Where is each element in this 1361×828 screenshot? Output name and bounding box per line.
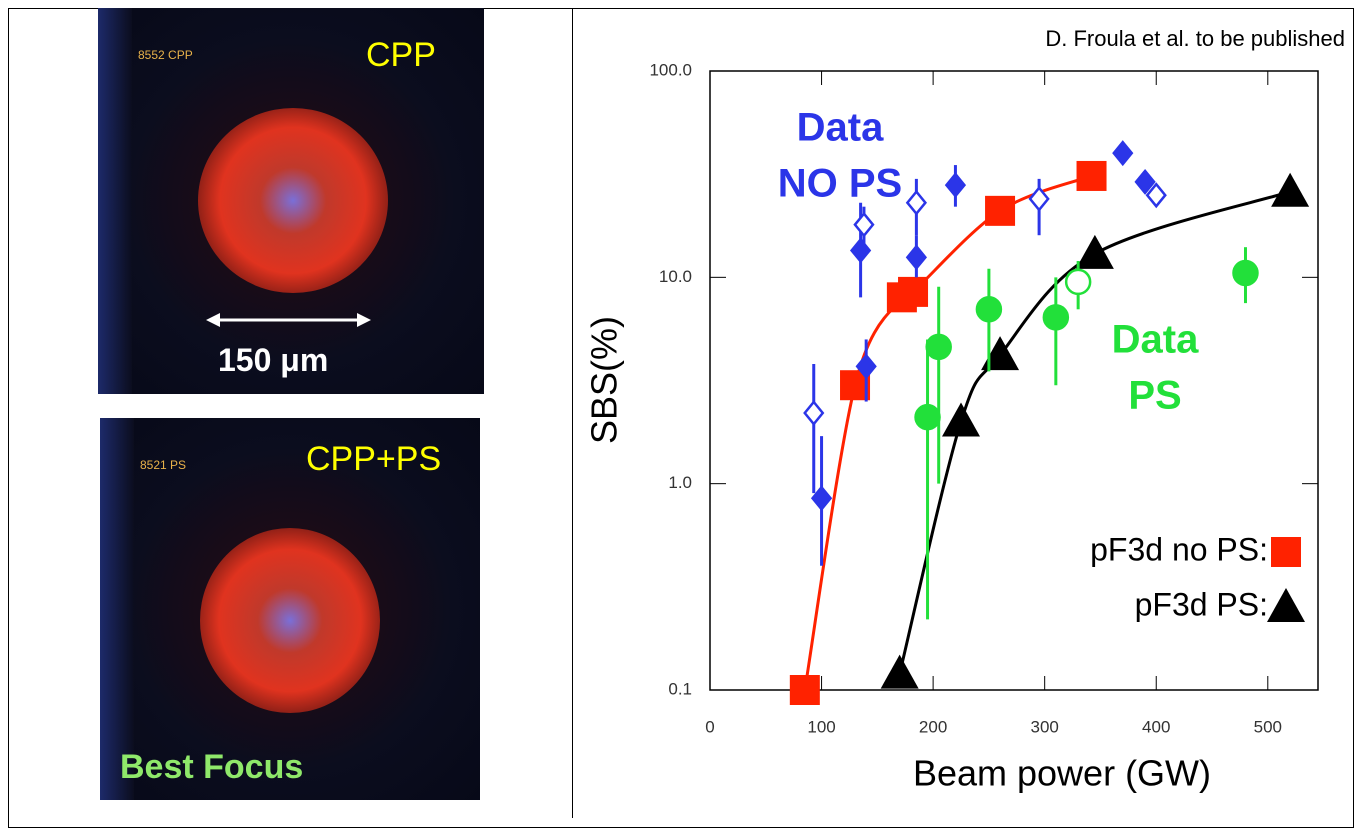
- point: [803, 400, 825, 426]
- publication-note: D. Froula et al. to be published: [1045, 26, 1345, 51]
- caption: CPP+PS: [306, 440, 442, 478]
- x-tick-label: 200: [919, 717, 947, 736]
- point: [1076, 160, 1107, 191]
- point: [1042, 304, 1070, 331]
- x-axis-label: Beam power (GW): [913, 753, 1211, 794]
- image-cpp: 8552 CPP CPP 150 μm: [98, 8, 484, 394]
- point: [1075, 234, 1114, 269]
- point: [985, 195, 1016, 226]
- point: [853, 211, 875, 238]
- point: [1271, 172, 1310, 207]
- note: Best Focus: [120, 748, 304, 786]
- scale-arrow: [206, 313, 371, 327]
- legend-marker: [1267, 588, 1305, 622]
- plot-area: [709, 70, 1319, 691]
- point: [880, 654, 919, 689]
- annotation: PS: [1128, 374, 1181, 418]
- point: [810, 485, 833, 512]
- shot-label: 8521 PS: [140, 458, 187, 472]
- point: [944, 172, 967, 199]
- point: [1112, 140, 1134, 167]
- y-tick-label: 100.0: [649, 60, 692, 79]
- x-tick-label: 100: [807, 717, 835, 736]
- y-tick-label: 1.0: [668, 473, 692, 492]
- point: [905, 189, 928, 216]
- point: [925, 333, 952, 361]
- point: [1232, 259, 1259, 287]
- caption: CPP: [366, 36, 436, 74]
- point: [1064, 268, 1092, 296]
- legend-label: pF3d PS:: [1135, 586, 1268, 622]
- y-axis-label: SBS(%): [584, 316, 625, 444]
- point: [914, 403, 941, 431]
- x-tick-label: 500: [1254, 717, 1282, 736]
- annotation: NO PS: [778, 162, 902, 206]
- point: [1134, 168, 1156, 195]
- x-tick-label: 400: [1142, 717, 1170, 736]
- y-tick-label: 0.1: [668, 679, 692, 698]
- point: [975, 296, 1003, 323]
- y-tick-label: 10.0: [659, 267, 692, 286]
- x-tick-label: 300: [1030, 717, 1058, 736]
- annotation: Data: [1112, 318, 1199, 362]
- legend-label: pF3d no PS:: [1090, 531, 1268, 567]
- point: [942, 402, 981, 437]
- point: [981, 336, 1020, 371]
- point: [1145, 182, 1167, 209]
- legend-marker: [1271, 537, 1301, 567]
- shot-label: 8552 CPP: [138, 48, 193, 62]
- point: [905, 244, 928, 271]
- x-tick-label: 0: [705, 717, 714, 736]
- point: [855, 353, 877, 380]
- image-cpp-ps: 8521 PS CPP+PS Best Focus: [100, 418, 480, 800]
- point: [789, 675, 820, 705]
- point: [1028, 185, 1050, 212]
- point: [849, 237, 872, 264]
- scale-label: 150 μm: [218, 342, 329, 378]
- divider: [572, 8, 573, 818]
- annotation: Data: [797, 106, 884, 150]
- point: [898, 276, 929, 307]
